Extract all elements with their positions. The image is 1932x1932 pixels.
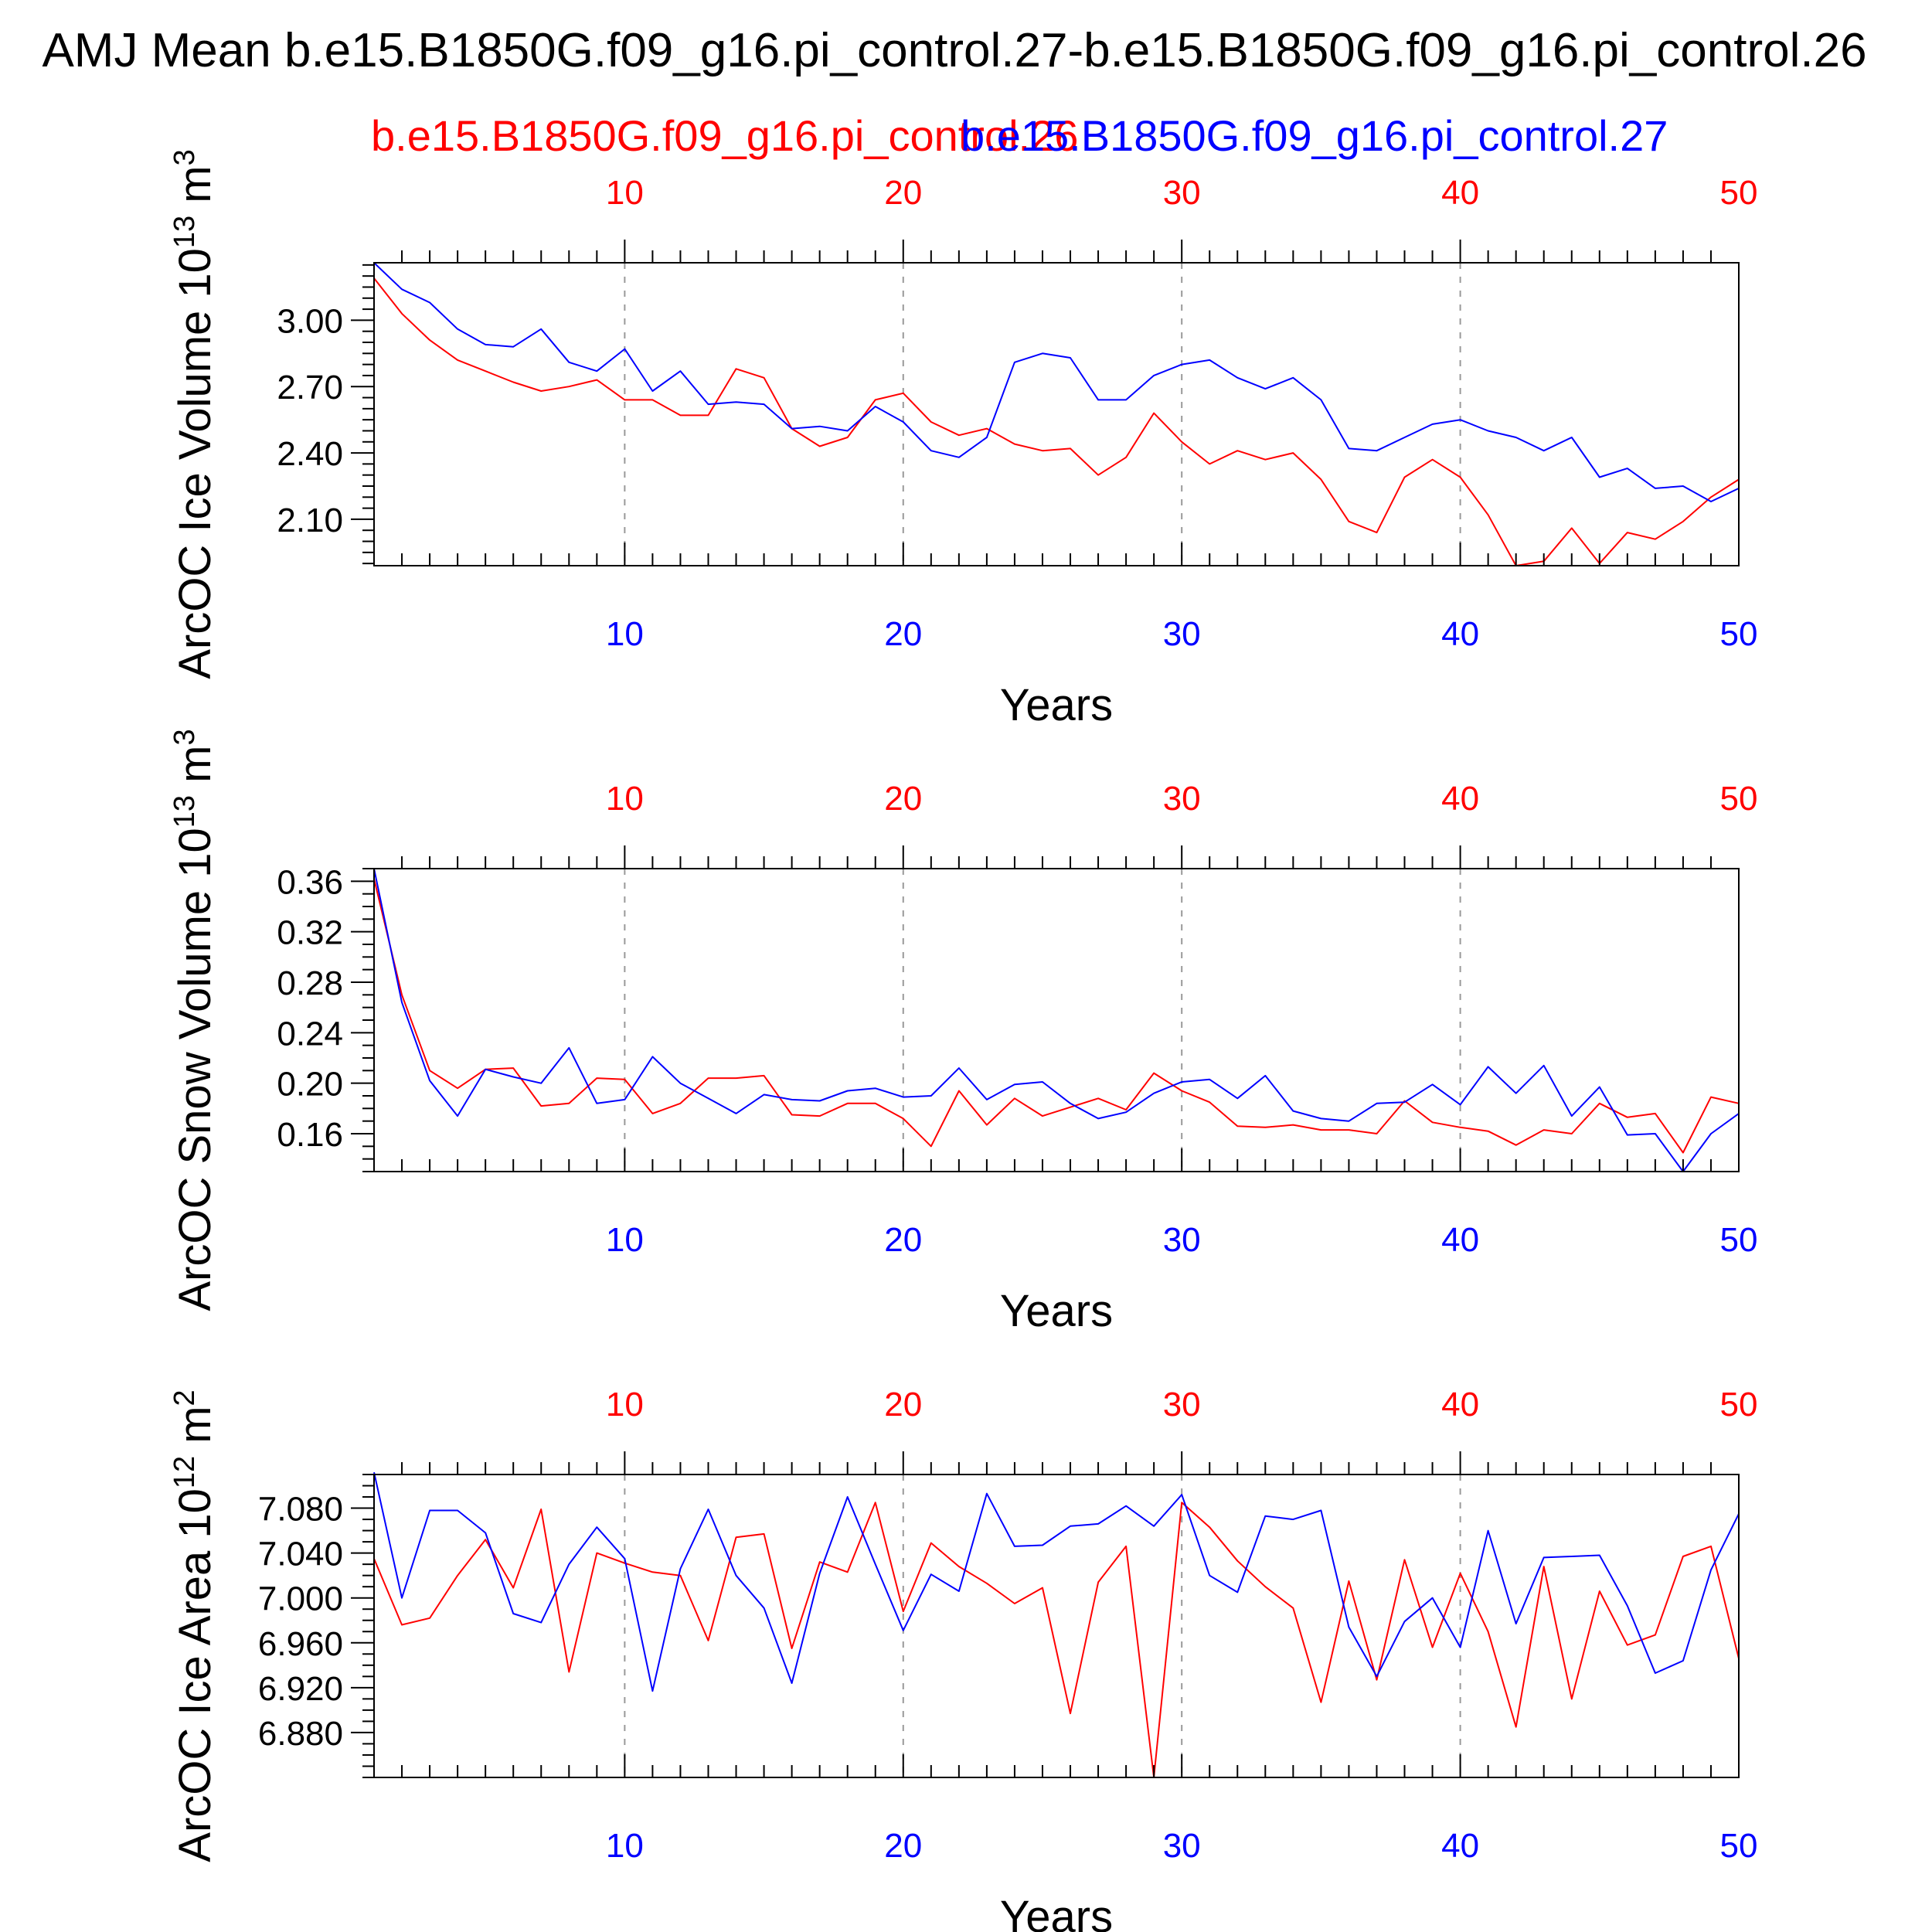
x-axis-label: Years [1000,680,1113,730]
x-tick-label-top: 30 [1163,1386,1201,1423]
series-line-case-b [373,262,1740,502]
x-tick-label-bottom: 50 [1720,1221,1758,1259]
plot-frame [373,868,1740,1172]
x-tick-label-top: 50 [1720,1386,1758,1423]
y-axis-label: ArcOC Ice Volume 1013 m3 [168,149,220,679]
y-tick-label: 0.24 [277,1015,343,1053]
x-tick-label-top: 20 [884,174,922,212]
case-b-label: b.e15.B1850G.f09_g16.pi_control.27 [961,111,1668,160]
y-tick-label: 3.00 [277,302,343,340]
y-tick-label: 7.080 [258,1491,343,1529]
chart-panel-2: 0.16 0.20 0.24 0.28 0.32 0.36 10 10 20 20 30 30 40 40… [168,729,1757,1336]
plot-frame [373,262,1740,566]
x-tick-label-bottom: 10 [606,1221,644,1259]
y-axis-label: ArcOC Snow Volume 1013 m3 [168,729,220,1311]
plot-frame [373,1474,1740,1778]
series-line-case-b [373,1471,1740,1692]
x-tick-label-top: 10 [606,1386,644,1423]
chart-panel-3: 6.880 6.920 6.960 7.000 7.040 7.080 10 10 20 20 30… [168,1386,1757,1932]
y-tick-label: 2.70 [277,369,343,406]
x-tick-label-top: 20 [884,780,922,818]
x-tick-label-top: 50 [1720,174,1758,212]
y-tick-label: 0.32 [277,914,343,952]
series-line-case-a [373,277,1740,566]
series-line-case-a [373,1502,1740,1778]
x-tick-label-bottom: 40 [1441,615,1479,653]
x-tick-label-top: 40 [1441,174,1479,212]
x-axis-label: Years [1000,1892,1113,1932]
series-line-case-b [373,868,1740,1172]
y-tick-label: 0.16 [277,1116,343,1154]
x-tick-label-bottom: 30 [1163,615,1201,653]
y-tick-label: 2.10 [277,502,343,539]
x-tick-label-bottom: 30 [1163,1827,1201,1865]
x-tick-label-bottom: 10 [606,1827,644,1865]
chart-panel-1: 2.10 2.40 2.70 3.00 10 10 20 20 30 30 40 40 50 50 Year… [168,149,1757,730]
x-tick-label-bottom: 50 [1720,1827,1758,1865]
x-tick-label-bottom: 40 [1441,1827,1479,1865]
y-tick-label: 6.960 [258,1625,343,1663]
panels: 2.10 2.40 2.70 3.00 10 10 20 20 30 30 40 40 50 50 Year… [168,149,1757,1932]
y-tick-label: 6.920 [258,1670,343,1708]
x-tick-label-bottom: 20 [884,615,922,653]
y-tick-label: 0.36 [277,863,343,901]
x-tick-label-top: 40 [1441,780,1479,818]
x-tick-label-bottom: 20 [884,1221,922,1259]
y-tick-label: 0.20 [277,1066,343,1104]
x-tick-label-top: 20 [884,1386,922,1423]
y-tick-label: 2.40 [277,435,343,473]
series-line-case-a [373,878,1740,1154]
x-tick-label-bottom: 20 [884,1827,922,1865]
y-tick-label: 7.040 [258,1536,343,1573]
x-tick-label-top: 10 [606,780,644,818]
x-axis-label: Years [1000,1286,1113,1336]
x-tick-label-top: 10 [606,174,644,212]
y-axis-label: ArcOC Ice Area 1012 m2 [168,1389,220,1862]
x-tick-label-top: 40 [1441,1386,1479,1423]
x-tick-label-top: 50 [1720,780,1758,818]
y-tick-label: 0.28 [277,964,343,1002]
y-tick-label: 7.000 [258,1580,343,1618]
x-tick-label-bottom: 40 [1441,1221,1479,1259]
case-a-label: b.e15.B1850G.f09_g16.pi_control.26 [371,111,1078,160]
x-tick-label-top: 30 [1163,780,1201,818]
x-tick-label-top: 30 [1163,174,1201,212]
x-tick-label-bottom: 30 [1163,1221,1201,1259]
figure-title: AMJ Mean b.e15.B1850G.f09_g16.pi_control… [42,24,1866,77]
y-tick-label: 6.880 [258,1715,343,1753]
x-tick-label-bottom: 10 [606,615,644,653]
x-tick-label-bottom: 50 [1720,615,1758,653]
